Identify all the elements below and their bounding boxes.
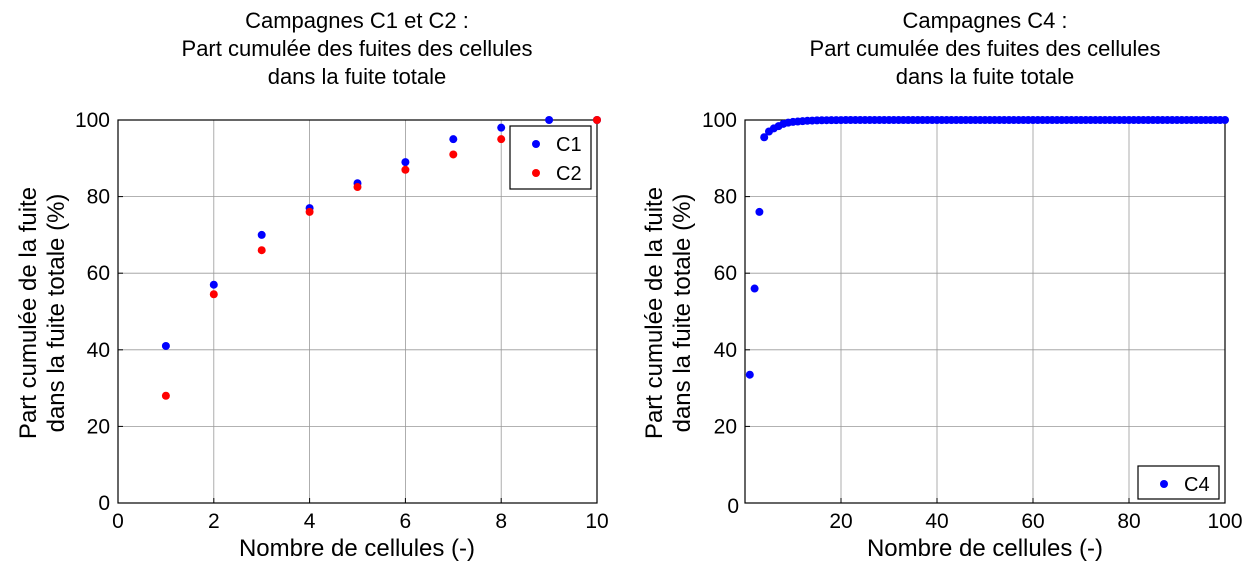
x-tick-label: 8 (495, 510, 507, 533)
data-point-c1 (545, 116, 554, 124)
chart-title-line-1: Campagnes C1 et C2 : (245, 8, 469, 33)
x-tick-label: 60 (1021, 510, 1044, 533)
gridlines (118, 120, 597, 503)
x-axis-label: Nombre de cellules (-) (867, 535, 1103, 562)
legend-label-c4: C4 (1184, 474, 1210, 496)
x-tick-label: 0 (112, 510, 124, 533)
y-tick-label: 60 (714, 262, 737, 285)
legend-box (509, 125, 592, 190)
data-point-c2 (497, 135, 506, 144)
chart-title-line-2: Part cumulée des fuites des cellules (810, 36, 1161, 61)
y-tick-label: 80 (714, 186, 737, 209)
y-tick-label: 0 (98, 492, 110, 515)
y-tick-label: 100 (702, 109, 737, 132)
y-tick-label: 80 (87, 186, 110, 209)
data-point-c1 (161, 341, 170, 350)
data-point-c4 (750, 284, 759, 293)
data-point-c2 (209, 290, 218, 299)
x-tick-label: 20 (829, 510, 852, 533)
legend-marker-c4 (1160, 480, 1168, 488)
data-point-c1 (401, 158, 410, 167)
chart-title-line-2: Part cumulée des fuites des cellules (182, 36, 533, 61)
legend-marker-c2 (532, 169, 540, 177)
data-point-c2 (353, 183, 362, 192)
legend-marker-c1 (532, 140, 540, 148)
data-point-c1 (449, 135, 458, 144)
chart-title-line-3: dans la fuite totale (268, 64, 447, 89)
y-tick-label: 60 (87, 262, 110, 285)
plot-area (117, 119, 598, 504)
plot-area (744, 119, 1226, 504)
chart-title-line-1: Campagnes C4 : (902, 8, 1067, 33)
legend-box (1137, 465, 1220, 500)
x-tick-label: 10 (585, 510, 608, 533)
chart-c1-c2: Campagnes C1 et C2 : Part cumulée des fu… (15, 8, 609, 562)
legend: C4 (1137, 465, 1220, 500)
y-tick-label: 0 (727, 495, 739, 518)
gridlines (745, 120, 1225, 503)
y-ticks: 0 20 40 60 80 100 (702, 109, 750, 518)
data-point-c1 (257, 230, 266, 239)
x-ticks: 0 2 4 6 8 10 (112, 498, 609, 533)
data-point-c2 (401, 165, 410, 174)
x-tick-label: 40 (925, 510, 948, 533)
x-ticks: 20 40 60 80 100 (829, 498, 1243, 533)
legend-label-c2: C2 (556, 163, 582, 185)
chart-c4: Campagnes C4 : Part cumulée des fuites d… (641, 8, 1243, 562)
data-point-c1 (497, 123, 506, 132)
x-tick-label: 4 (304, 510, 316, 533)
data-point-c4 (1221, 116, 1229, 124)
data-point-c1 (209, 280, 218, 289)
x-tick-label: 2 (208, 510, 220, 533)
y-ticks: 0 20 40 60 80 100 (75, 109, 123, 515)
y-axis-label-line-2: dans la fuite totale (%) (669, 194, 696, 433)
data-points (745, 116, 1229, 379)
y-axis-label-line-2: dans la fuite totale (%) (43, 194, 70, 433)
y-tick-label: 40 (714, 339, 737, 362)
y-tick-label: 40 (87, 339, 110, 362)
data-point-c4 (760, 133, 769, 142)
legend-label-c1: C1 (556, 134, 582, 156)
x-tick-label: 6 (400, 510, 412, 533)
y-axis-label-line-1: Part cumulée de la fuite (641, 187, 668, 439)
data-point-c2 (305, 207, 314, 216)
x-axis-label: Nombre de cellules (-) (239, 535, 475, 562)
y-axis-label-line-1: Part cumulée de la fuite (15, 187, 42, 439)
data-point-c2 (449, 150, 458, 159)
data-points (161, 116, 601, 400)
data-point-c2 (593, 116, 601, 124)
x-tick-label: 80 (1117, 510, 1140, 533)
y-tick-label: 20 (87, 415, 110, 438)
y-tick-label: 20 (714, 415, 737, 438)
data-point-c2 (257, 246, 266, 255)
data-point-c4 (745, 370, 754, 379)
chart-title-line-3: dans la fuite totale (896, 64, 1075, 89)
x-tick-label: 100 (1207, 510, 1242, 533)
data-point-c2 (161, 391, 170, 400)
data-point-c4 (755, 207, 764, 216)
y-tick-label: 100 (75, 109, 110, 132)
